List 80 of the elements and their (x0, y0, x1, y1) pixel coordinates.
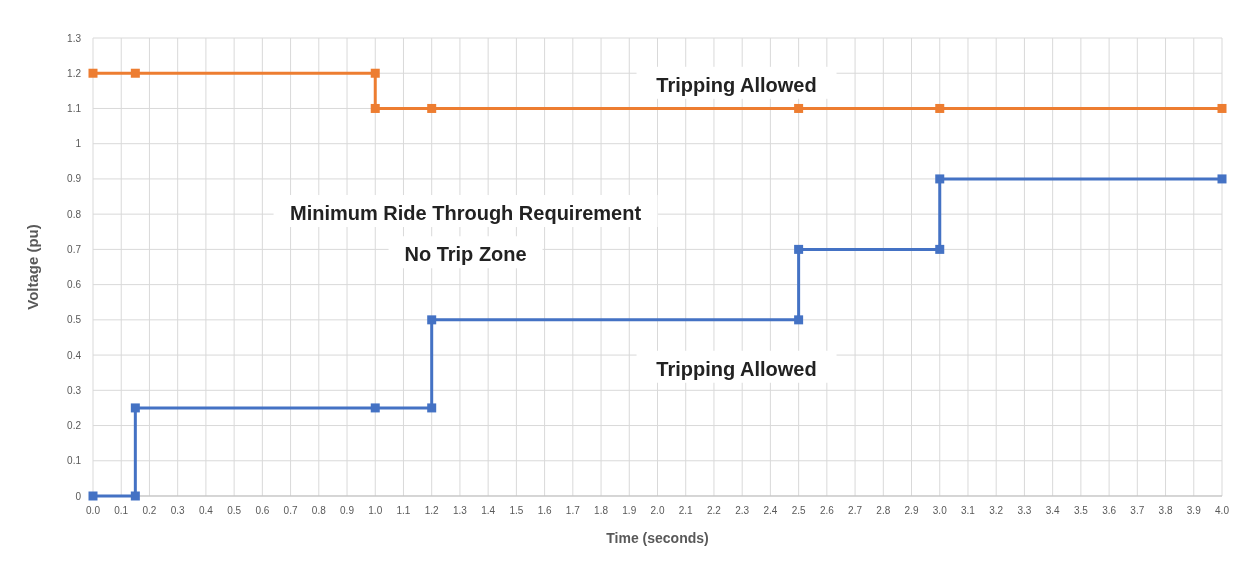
x-tick-label: 1.6 (537, 505, 552, 516)
x-tick-label: 2.0 (650, 505, 665, 516)
point (427, 403, 437, 413)
x-tick-label: 3.9 (1186, 505, 1202, 516)
point (935, 174, 945, 184)
annotation: Tripping Allowed (656, 73, 817, 96)
point (370, 103, 380, 113)
x-tick-label: 2.7 (848, 505, 863, 516)
y-tick-label: 0.4 (67, 349, 82, 361)
point (1217, 103, 1227, 113)
x-tick-label: 0.4 (198, 505, 214, 516)
point (794, 244, 804, 254)
y-tick-label: 0.8 (67, 208, 82, 220)
y-tick-label: 0.1 (67, 455, 82, 467)
x-tick-label: 0.1 (114, 505, 129, 516)
point (427, 315, 437, 325)
x-tick-label: 1.8 (594, 505, 609, 516)
x-tick-label: 0.5 (227, 505, 242, 516)
point (1217, 174, 1227, 184)
x-tick-label: 0.9 (340, 505, 355, 516)
x-tick-label: 0.6 (255, 505, 270, 516)
x-tick-label: 0.8 (311, 505, 327, 516)
annotation: Minimum Ride Through Requirement (290, 202, 642, 225)
point (88, 68, 98, 78)
y-tick-label: 0.5 (67, 314, 82, 326)
x-tick-label: 1.7 (565, 505, 581, 516)
x-tick-label: 3.3 (1017, 505, 1032, 516)
y-tick-label: 0.7 (67, 243, 82, 255)
x-axis-title: Time (seconds) (606, 530, 709, 546)
y-axis-title: Voltage (pu) (24, 224, 41, 310)
x-tick-label: 2.8 (876, 505, 891, 516)
x-tick-label: 2.3 (735, 505, 750, 516)
y-tick-label: 0.3 (67, 384, 82, 396)
x-tick-label: 3.6 (1102, 505, 1117, 516)
point (88, 491, 98, 501)
x-tick-label: 0.2 (142, 505, 157, 516)
point (794, 103, 804, 113)
x-tick-label: 1.4 (481, 505, 496, 516)
x-tick-label: 2.9 (904, 505, 919, 516)
y-tick-label: 0.2 (67, 420, 82, 432)
point (794, 315, 804, 325)
point (935, 103, 945, 113)
x-tick-label: 3.4 (1045, 505, 1061, 516)
x-tick-label: 1.5 (509, 505, 524, 516)
point (130, 68, 140, 78)
y-tick-label: 1.1 (67, 102, 82, 114)
point (130, 491, 140, 501)
point (427, 103, 437, 113)
x-tick-label: 2.4 (763, 505, 778, 516)
x-tick-label: 3.7 (1130, 505, 1145, 516)
point (935, 244, 945, 254)
point (370, 68, 380, 78)
annotation: Tripping Allowed (656, 357, 817, 380)
x-tick-label: 3.1 (961, 505, 976, 516)
x-tick-label: 1.1 (396, 505, 411, 516)
x-tick-label: 0.7 (283, 505, 298, 516)
y-tick-label: 1.2 (67, 67, 82, 79)
x-tick-label: 1.0 (368, 505, 383, 516)
x-tick-label: 4.0 (1215, 505, 1230, 516)
x-tick-label: 2.2 (707, 505, 722, 516)
x-tick-label: 3.0 (932, 505, 948, 516)
point (370, 403, 380, 413)
y-tick-label: 0.9 (67, 173, 82, 185)
x-tick-label: 1.9 (622, 505, 637, 516)
y-tick-label: 1.3 (67, 32, 82, 44)
y-tick-label: 0 (75, 490, 82, 502)
point (130, 403, 140, 413)
x-tick-label: 3.8 (1158, 505, 1173, 516)
y-tick-label: 0.6 (67, 279, 82, 291)
x-tick-label: 2.6 (819, 505, 835, 516)
x-tick-label: 1.2 (424, 505, 440, 516)
x-tick-label: 0.0 (86, 505, 101, 516)
annotation: No Trip Zone (404, 243, 527, 266)
x-tick-label: 2.5 (791, 505, 807, 516)
y-tick-label: 1 (75, 138, 82, 150)
x-tick-label: 3.5 (1073, 505, 1089, 516)
x-tick-label: 0.3 (170, 505, 186, 516)
x-tick-label: 2.1 (678, 505, 694, 516)
x-tick-label: 1.3 (452, 505, 468, 516)
x-tick-label: 3.2 (989, 505, 1004, 516)
